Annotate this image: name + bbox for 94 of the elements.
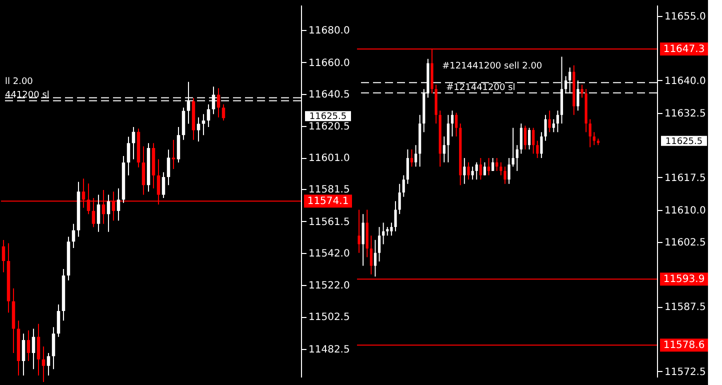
y-tick-label: 11660.0 <box>308 58 350 69</box>
y-tick-label: 11601.0 <box>308 153 350 164</box>
candlestick <box>471 166 474 180</box>
candlestick <box>592 132 596 146</box>
candlestick <box>370 235 372 275</box>
candlestick <box>402 174 405 198</box>
candlestick <box>394 200 397 232</box>
candlestick <box>504 166 506 184</box>
candlestick <box>520 123 522 154</box>
candlestick <box>588 118 592 148</box>
candlestick <box>378 226 381 262</box>
candlestick <box>512 127 514 168</box>
ref-line-label: #121441200 sl <box>446 82 516 93</box>
candlestick <box>162 172 166 199</box>
candlestick <box>172 139 176 170</box>
candlestick <box>479 158 482 180</box>
candlestick <box>222 104 226 122</box>
candlestick <box>516 144 518 172</box>
candlestick <box>166 149 170 186</box>
candlestick <box>548 110 551 133</box>
candlestick <box>46 352 50 376</box>
candlestick <box>390 222 393 236</box>
candlestick <box>202 114 206 136</box>
candlestick <box>463 158 466 184</box>
candlestick <box>500 162 502 176</box>
y-tick-label: 11640.5 <box>308 89 350 100</box>
candlestick <box>536 140 539 159</box>
candlestick <box>106 194 110 232</box>
candlestick <box>446 114 450 163</box>
candlestick <box>56 304 60 338</box>
candlestick <box>2 239 6 273</box>
candlestick <box>32 328 36 370</box>
candlestick <box>487 158 490 176</box>
y-tick-label: 11680.0 <box>308 26 350 37</box>
ref-line-label: 11574.1 <box>307 196 349 208</box>
candlestick <box>206 104 210 128</box>
candlestick <box>142 146 146 196</box>
candlestick <box>398 183 401 215</box>
candlestick <box>540 132 543 159</box>
candlestick <box>556 110 559 133</box>
candlestick <box>508 158 510 184</box>
y-tick-label: 11632.5 <box>664 108 706 120</box>
candlestick <box>455 112 458 137</box>
y-tick-label: 11640.0 <box>664 76 706 87</box>
y-tick-label: 11602.5 <box>664 238 706 249</box>
y-tick-label: 11542.0 <box>308 248 350 260</box>
candlestick <box>52 326 56 370</box>
y-tick-label: 11572.5 <box>664 366 706 378</box>
y-tick-label: 11610.0 <box>664 205 706 216</box>
y-tick-label: 11617.5 <box>664 172 706 184</box>
y-tick-label: 11587.5 <box>664 302 706 314</box>
candlestick <box>483 162 486 176</box>
y-tick-label: 11561.5 <box>308 216 350 228</box>
candlestick <box>528 127 531 150</box>
candlestick <box>580 84 584 98</box>
candlestick <box>22 333 26 376</box>
candlestick <box>442 136 446 163</box>
candlestick <box>42 346 46 383</box>
text: 11625.5 <box>309 112 347 122</box>
candlestick <box>410 148 414 168</box>
ref-line-label: 11647.3 <box>663 44 705 55</box>
candlestick <box>36 323 40 376</box>
candlestick <box>552 118 555 133</box>
candlestick <box>216 88 220 118</box>
y-tick-label: 11620.5 <box>308 122 350 133</box>
y-tick-label: 11581.5 <box>308 184 350 196</box>
candlestick <box>26 330 30 362</box>
ref-line-label: ll 2.00 <box>5 76 34 87</box>
candlestick <box>492 158 494 172</box>
y-tick-label: 11522.0 <box>308 280 350 292</box>
y-tick-label: 11655.0 <box>664 11 706 22</box>
candlestick <box>450 110 454 137</box>
ref-line-label: #121441200 sell 2.00 <box>442 62 542 72</box>
candlestick <box>414 144 418 168</box>
candlestick <box>116 188 120 222</box>
candlestick <box>96 194 100 232</box>
y-tick-label: 11502.5 <box>308 312 350 324</box>
candlestick <box>475 162 478 180</box>
candlestick <box>132 126 136 160</box>
candlestick <box>72 223 76 249</box>
ref-line-label: 11593.9 <box>663 274 705 286</box>
candlestick <box>524 125 527 150</box>
candlestick <box>406 148 409 184</box>
text: 11625.5 <box>665 136 703 147</box>
candlestick <box>544 114 547 142</box>
candlestick <box>126 136 130 176</box>
candlestick <box>362 214 364 266</box>
candlestick <box>358 209 360 254</box>
candlestick <box>467 162 470 180</box>
y-tick-label: 11482.5 <box>308 344 350 356</box>
candlestick <box>374 239 377 278</box>
ref-line-label: 441200 sl <box>5 90 50 101</box>
candlestick <box>532 127 535 154</box>
ref-line-label: 11578.6 <box>663 340 705 352</box>
